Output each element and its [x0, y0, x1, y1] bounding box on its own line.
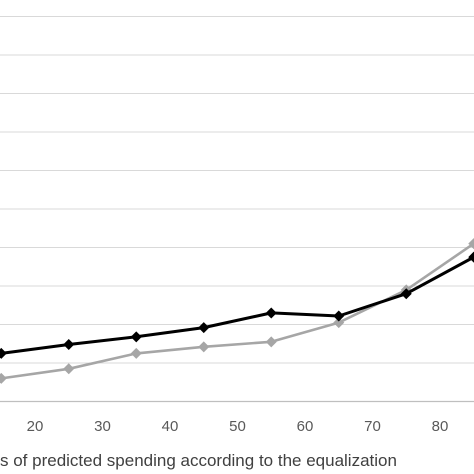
data-point [333, 317, 345, 329]
data-point [0, 347, 7, 359]
data-point [63, 363, 75, 375]
x-tick-labels: 20 30 40 50 60 70 80 [27, 418, 449, 435]
data-point [400, 288, 412, 300]
data-point [468, 238, 474, 250]
data-point [265, 307, 277, 319]
data-point [130, 347, 142, 359]
x-axis-title: s of predicted spending according to the… [0, 451, 397, 470]
data-point [198, 322, 210, 334]
x-tick-label: 20 [27, 418, 44, 435]
x-tick-label: 30 [94, 418, 111, 435]
x-tick-label: 40 [162, 418, 179, 435]
series-1 [0, 251, 474, 359]
x-tick-label: 60 [297, 418, 314, 435]
data-point [63, 339, 75, 351]
gridlines [0, 16, 474, 403]
x-tick-label: 70 [364, 418, 381, 435]
data-point [0, 372, 7, 384]
x-tick-label: 80 [432, 418, 449, 435]
series-2 [0, 238, 474, 384]
series-layer [0, 238, 474, 384]
data-point [265, 336, 277, 348]
data-point [130, 331, 142, 343]
series-line [1, 255, 474, 355]
data-point [198, 341, 210, 353]
series-line [1, 242, 474, 380]
x-tick-label: 50 [229, 418, 246, 435]
data-point [333, 310, 345, 322]
data-point [468, 251, 474, 263]
